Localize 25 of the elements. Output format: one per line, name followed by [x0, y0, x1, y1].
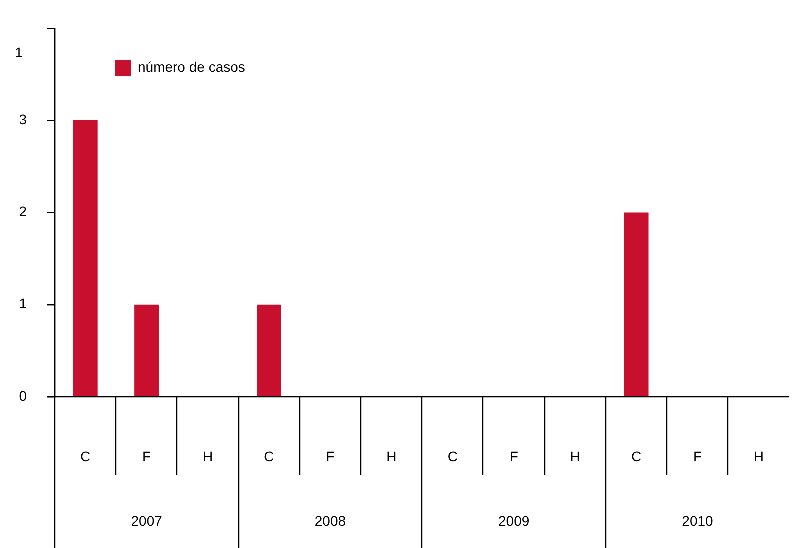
- x-tick-label: F: [142, 448, 152, 464]
- x-tick-label: C: [448, 448, 458, 464]
- y-tick-label: 2: [19, 204, 28, 220]
- text: 2008: [314, 512, 346, 529]
- x-tick-label: H: [202, 448, 214, 464]
- x-tick-label: F: [510, 448, 518, 464]
- x-tick-label: C: [80, 448, 91, 464]
- y-tick-label: 3: [19, 111, 28, 128]
- y-tick-label: 0: [19, 388, 28, 404]
- bar: [73, 120, 98, 396]
- bar: [624, 212, 649, 396]
- x-tick-label: F: [693, 448, 702, 464]
- x-tick-label: H: [386, 448, 397, 464]
- x-tick-label: C: [264, 448, 274, 464]
- x-tick-label: H: [754, 448, 764, 464]
- text: 2010: [682, 512, 714, 529]
- x-tick-label: H: [570, 448, 580, 464]
- bar: [257, 304, 282, 396]
- text: 2009: [498, 512, 530, 529]
- text: 2007: [131, 512, 163, 529]
- x-tick-label: C: [631, 448, 642, 464]
- y-tick-label: 1: [19, 296, 28, 312]
- x-tick-label: F: [326, 448, 335, 464]
- legend-label: número de casos: [138, 58, 246, 75]
- bar: [134, 304, 160, 396]
